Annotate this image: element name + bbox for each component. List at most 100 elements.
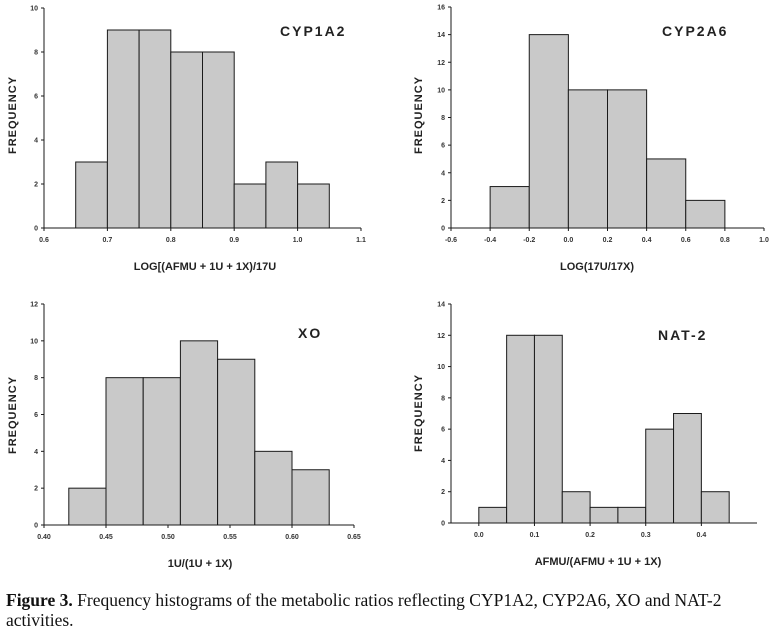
chart-panel-nat-2: 0 2 4 6 8 10 12 14 0.0 0.1 0.2 0.3 0.4 NAT-2 AFMU/(AFM… xyxy=(413,302,757,568)
figure-panels: 0 2 4 6 8 10 0.6 0.7 0.8 0.9 1.0 1.1 CYP1A2 LOG[(AFMU… xyxy=(7,5,769,571)
y-tick-label: 4 xyxy=(34,138,38,145)
histogram-bar xyxy=(68,487,107,526)
histogram-bar xyxy=(685,199,726,229)
y-tick-label: 12 xyxy=(437,333,445,340)
y-tick-label: 0 xyxy=(441,521,445,528)
y-tick-label: 10 xyxy=(437,87,445,94)
x-tick-label: 0.6 xyxy=(681,237,691,244)
chart-panel-cyp2a6: 0 2 4 6 8 10 12 14 16 -0.6 -0.4 -0.2 0.0 0.2 0.4 0.6 0.8… xyxy=(413,5,769,274)
x-tick-label: 0.7 xyxy=(103,237,113,244)
y-tick-label: 8 xyxy=(34,50,38,57)
panel-title: XO xyxy=(298,325,322,341)
x-tick-label: 0.50 xyxy=(161,534,175,541)
x-tick-label: 0.55 xyxy=(223,534,237,541)
x-tick-label: 0.8 xyxy=(720,237,730,244)
y-tick-label: 14 xyxy=(437,302,445,309)
x-tick-label: 0.6 xyxy=(39,237,49,244)
histogram-bar xyxy=(233,183,267,229)
y-tick-label: 6 xyxy=(34,94,38,101)
y-tick-label: 12 xyxy=(30,302,38,309)
histogram-bar xyxy=(297,183,330,229)
histogram-bar xyxy=(217,358,256,526)
y-tick-label: 6 xyxy=(441,143,445,150)
caption-text: Frequency histograms of the metabolic ra… xyxy=(6,590,722,630)
histogram-bar xyxy=(291,469,330,526)
x-tick-label: 0.45 xyxy=(99,534,113,541)
x-axis-label: 1U/(1U + 1X) xyxy=(168,558,233,570)
x-tick-label: 0.40 xyxy=(37,534,51,541)
y-tick-label: 10 xyxy=(437,364,445,371)
figure-caption: Figure 3. Frequency histograms of the me… xyxy=(6,590,768,630)
panel-title: CYP1A2 xyxy=(280,23,346,39)
x-tick-label: 0.2 xyxy=(603,237,613,244)
panel-title: NAT-2 xyxy=(658,327,707,343)
histogram-bar xyxy=(506,334,535,524)
y-tick-label: 2 xyxy=(34,486,38,493)
y-tick-label: 12 xyxy=(437,60,445,67)
y-tick-label: 14 xyxy=(437,32,445,39)
y-axis-label: FREQUENCY xyxy=(7,376,19,454)
x-tick-label: 1.0 xyxy=(759,237,769,244)
histogram-bar xyxy=(265,161,299,229)
histogram-bar xyxy=(700,491,730,524)
y-tick-label: 0 xyxy=(441,226,445,233)
histogram-bar xyxy=(142,377,181,526)
histogram-bar xyxy=(607,89,648,229)
y-axis-label: FREQUENCY xyxy=(7,76,19,154)
x-axis-label: LOG(17U/17X) xyxy=(560,261,634,273)
histogram-bar xyxy=(646,158,687,229)
x-tick-label: -0.2 xyxy=(523,237,535,244)
y-tick-label: 0 xyxy=(34,226,38,233)
histogram-bar xyxy=(567,89,608,229)
histogram-bar xyxy=(589,506,619,524)
y-tick-label: 2 xyxy=(441,489,445,496)
y-tick-label: 8 xyxy=(34,375,38,382)
y-tick-label: 8 xyxy=(441,395,445,402)
histogram-bar xyxy=(617,506,647,524)
y-axis-label: FREQUENCY xyxy=(413,374,425,452)
y-tick-label: 0 xyxy=(34,523,38,530)
y-tick-label: 16 xyxy=(437,5,445,12)
histogram-bar xyxy=(202,51,235,229)
x-tick-label: 0.0 xyxy=(474,532,484,539)
x-tick-label: 0.8 xyxy=(166,237,176,244)
histogram-bar xyxy=(106,29,140,229)
x-tick-label: 0.65 xyxy=(347,534,361,541)
y-tick-label: 6 xyxy=(34,412,38,419)
histogram-bar xyxy=(528,34,569,229)
y-tick-label: 4 xyxy=(441,458,445,465)
chart-panel-cyp1a2: 0 2 4 6 8 10 0.6 0.7 0.8 0.9 1.0 1.1 CYP1A2 LOG[(AFMU… xyxy=(7,6,366,274)
histogram-bar xyxy=(170,51,204,229)
histogram-bar xyxy=(478,506,508,524)
histogram-bar xyxy=(561,491,591,524)
x-tick-label: 0.9 xyxy=(229,237,239,244)
y-tick-label: 10 xyxy=(30,338,38,345)
histogram-bar xyxy=(138,29,172,229)
histogram-bar xyxy=(533,334,563,524)
x-tick-label: 1.1 xyxy=(356,237,366,244)
chart-panel-xo: 0 2 4 6 8 10 12 0.40 0.45 0.50 0.55 0.60 0.65 XO 1U/(1… xyxy=(7,302,361,571)
y-tick-label: 2 xyxy=(34,182,38,189)
x-tick-label: 0.0 xyxy=(564,237,574,244)
histogram-bar xyxy=(179,340,219,526)
y-tick-label: 2 xyxy=(441,198,445,205)
histogram-bar xyxy=(75,161,108,229)
y-tick-label: 10 xyxy=(30,6,38,13)
x-axis-label: AFMU/(AFMU + 1U + 1X) xyxy=(535,556,662,568)
x-axis-label: LOG[(AFMU + 1U + 1X)/17U xyxy=(134,261,276,273)
x-tick-label: 0.3 xyxy=(641,532,651,539)
x-tick-label: 0.4 xyxy=(642,237,652,244)
x-tick-label: 0.2 xyxy=(585,532,595,539)
x-tick-label: 0.4 xyxy=(696,532,706,539)
histogram-bar xyxy=(645,428,675,524)
histogram-bar xyxy=(673,413,702,524)
histogram-bar xyxy=(489,186,530,229)
histogram-bar xyxy=(254,450,293,526)
y-tick-label: 4 xyxy=(34,449,38,456)
y-axis-label: FREQUENCY xyxy=(413,76,425,154)
x-tick-label: 0.60 xyxy=(285,534,299,541)
panel-title: CYP2A6 xyxy=(662,23,728,39)
x-tick-label: 0.1 xyxy=(530,532,540,539)
x-tick-label: -0.6 xyxy=(445,237,457,244)
caption-label: Figure 3. xyxy=(6,590,73,610)
